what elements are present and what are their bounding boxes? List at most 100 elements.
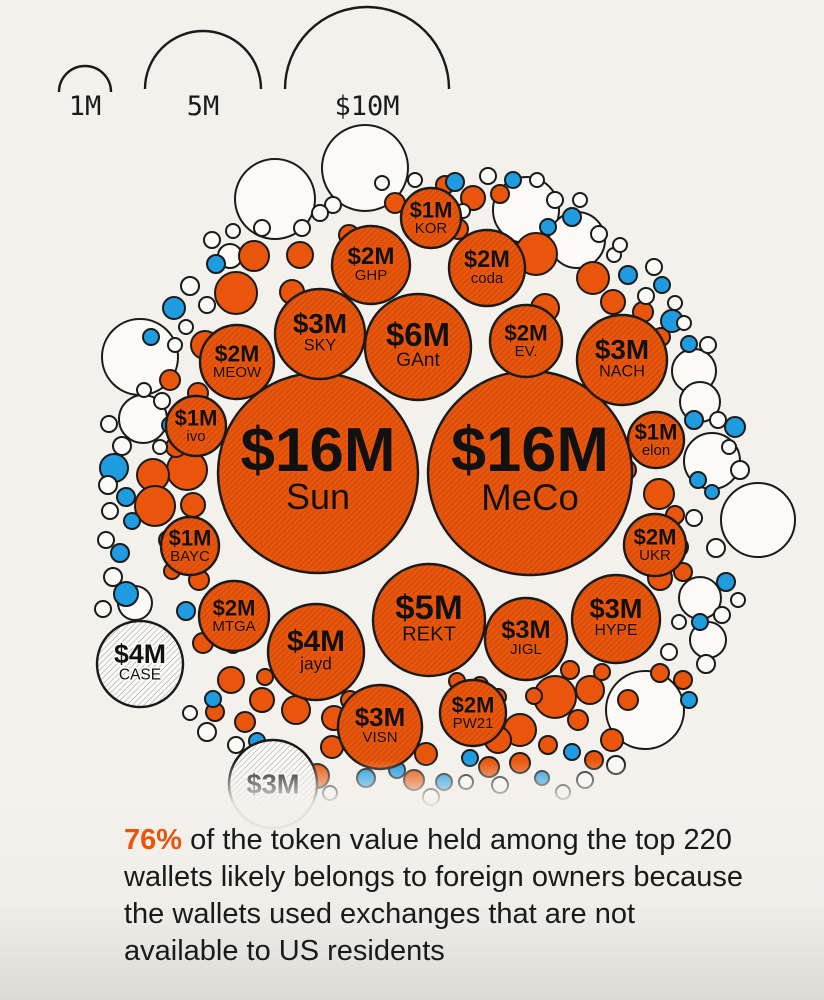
bubble-small-blue [618, 265, 638, 285]
bubble-small-blue [704, 484, 720, 500]
legend-arc-10m [283, 5, 451, 90]
bubble-small-blue [206, 254, 226, 274]
bubble-small-orange [286, 241, 314, 269]
bubble-name-ghp: GHP [355, 267, 388, 284]
bubble-name-visn: VISN [362, 729, 397, 746]
bubble-name-rekt: REKT [402, 623, 456, 645]
bubble-small-orange [576, 261, 610, 295]
bubble-small-orange [238, 240, 270, 272]
bubble-small-blue [204, 690, 222, 708]
bubble-name-nach: NACH [599, 362, 645, 380]
bubble-small-orange [180, 492, 206, 518]
bubble-small-blue [110, 543, 130, 563]
bubble-small-orange [214, 271, 258, 315]
bubble-small-blue [504, 171, 522, 189]
bubble-small-orange [584, 750, 604, 770]
bubble-ukr [622, 512, 688, 578]
bubble-small-white [227, 736, 245, 754]
bubble-small-white [198, 296, 216, 314]
bubble-small-blue [123, 512, 141, 530]
bubble-small-orange [673, 670, 693, 690]
bubble-name-mtga: MTGA [212, 618, 255, 635]
bubble-small-white [253, 219, 271, 237]
bubble-small-blue [539, 218, 557, 236]
bubble-small-white [637, 287, 655, 305]
bubble-small-blue [461, 749, 479, 767]
bubble-case [95, 619, 185, 709]
bubble-small-orange [217, 666, 245, 694]
caption-highlight: 76% [124, 824, 183, 856]
bubble-value-rekt: $5M [395, 589, 462, 627]
bubble-value-bayc: $1M [169, 525, 212, 550]
bubble-small-white [730, 460, 750, 480]
legend-label-1m: 1M [69, 91, 102, 122]
bubble-value-mtga: $2M [213, 595, 256, 620]
bubble-small-blue [142, 328, 160, 346]
bubble-small-orange [617, 689, 639, 711]
bubble-name-meow: MEOW [213, 364, 262, 381]
bubble-small-white [572, 192, 588, 208]
bubble-name-kor: KOR [415, 220, 448, 237]
bubble-small-orange [593, 663, 611, 681]
bubble-small-white [152, 439, 168, 455]
bubble-small-white [491, 776, 509, 794]
bubble-small-white [706, 538, 726, 558]
bubble-name-ev: EV. [515, 343, 538, 360]
bubble-hype [570, 573, 662, 665]
bubble-small-orange [460, 185, 486, 211]
bubble-value-meow: $2M [215, 340, 260, 366]
bubble-small-blue [689, 471, 707, 489]
bubble-small-white [612, 237, 628, 253]
bubble-small-white [98, 475, 118, 495]
bubble-small-white [720, 482, 796, 558]
bubble-small-blue [445, 172, 465, 192]
bubble-small-white [94, 600, 112, 618]
bubble-small-orange [673, 562, 693, 582]
legend-label-5m: 5M [187, 91, 220, 122]
bubble-small-orange [281, 695, 311, 725]
bubble-small-white [546, 191, 564, 209]
bubble-small-orange [249, 687, 275, 713]
bubble-small-white [167, 337, 183, 353]
bubble-small-white [136, 382, 152, 398]
bubble-name-hype: HYPE [594, 622, 637, 639]
bubble-small-white [555, 784, 571, 800]
bubble-value-gant: $6M [386, 316, 450, 353]
bubble-small-orange [567, 709, 589, 731]
bubble-small-white [311, 204, 329, 222]
bubble-sky [273, 287, 367, 381]
bubble-coda [447, 228, 527, 308]
bubble-small-white [529, 172, 545, 188]
bubble-name-meco: MeCo [481, 477, 579, 518]
bubble-small-white [479, 167, 497, 185]
bubble-small-white [458, 774, 474, 790]
bubble-value-jigl: $3M [501, 616, 550, 644]
bubble-ghp [330, 224, 412, 306]
bubble-small-white [696, 654, 716, 674]
bubble-small-orange [560, 660, 580, 680]
bubble-small-white [178, 319, 194, 335]
bubble-small-white [374, 175, 390, 191]
bubble-small-blue [562, 207, 582, 227]
bubble-small-blue [716, 572, 736, 592]
bubble-small-white [730, 592, 746, 608]
bubble-small-white [101, 502, 119, 520]
bubble-name-gant: GAnt [396, 350, 440, 371]
bubble-pw21 [438, 678, 508, 748]
bubble-small-white [709, 411, 727, 429]
bubble-value-ev: $2M [504, 320, 547, 345]
bubble-name-case: CASE [119, 667, 161, 684]
bubble-rekt [371, 562, 487, 678]
bubble-small-white [699, 336, 717, 354]
bubble-small-blue [435, 773, 453, 791]
bubble-small-blue [653, 276, 671, 294]
bubble-small-orange [538, 735, 558, 755]
bubble-name-pw21: PW21 [453, 715, 494, 732]
bubble-small-blue [724, 416, 746, 438]
bubble-small-white [590, 225, 608, 243]
bubble-small-blue [680, 335, 698, 353]
bubble-small-white [153, 392, 171, 410]
bubble-small-white [713, 606, 731, 624]
bubble-jayd [266, 602, 366, 702]
bubble-mtga [197, 579, 271, 653]
